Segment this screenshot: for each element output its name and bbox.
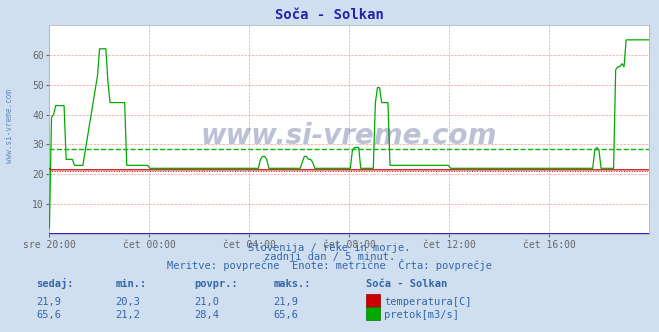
- Text: 28,4: 28,4: [194, 310, 219, 320]
- Text: 20,3: 20,3: [115, 297, 140, 307]
- Text: Meritve: povprečne  Enote: metrične  Črta: povprečje: Meritve: povprečne Enote: metrične Črta:…: [167, 259, 492, 271]
- Text: sedaj:: sedaj:: [36, 278, 74, 289]
- Text: Slovenija / reke in morje.: Slovenija / reke in morje.: [248, 243, 411, 253]
- Text: povpr.:: povpr.:: [194, 279, 238, 289]
- Text: www.si-vreme.com: www.si-vreme.com: [5, 89, 14, 163]
- Text: Soča - Solkan: Soča - Solkan: [366, 279, 447, 289]
- Text: 65,6: 65,6: [273, 310, 299, 320]
- Text: 21,2: 21,2: [115, 310, 140, 320]
- Text: 65,6: 65,6: [36, 310, 61, 320]
- Text: maks.:: maks.:: [273, 279, 311, 289]
- Text: 21,9: 21,9: [36, 297, 61, 307]
- Text: min.:: min.:: [115, 279, 146, 289]
- Text: zadnji dan / 5 minut.: zadnji dan / 5 minut.: [264, 252, 395, 262]
- Text: 21,9: 21,9: [273, 297, 299, 307]
- Text: temperatura[C]: temperatura[C]: [384, 297, 472, 307]
- Text: 21,0: 21,0: [194, 297, 219, 307]
- Text: www.si-vreme.com: www.si-vreme.com: [201, 122, 498, 150]
- Text: Soča - Solkan: Soča - Solkan: [275, 8, 384, 22]
- Text: pretok[m3/s]: pretok[m3/s]: [384, 310, 459, 320]
